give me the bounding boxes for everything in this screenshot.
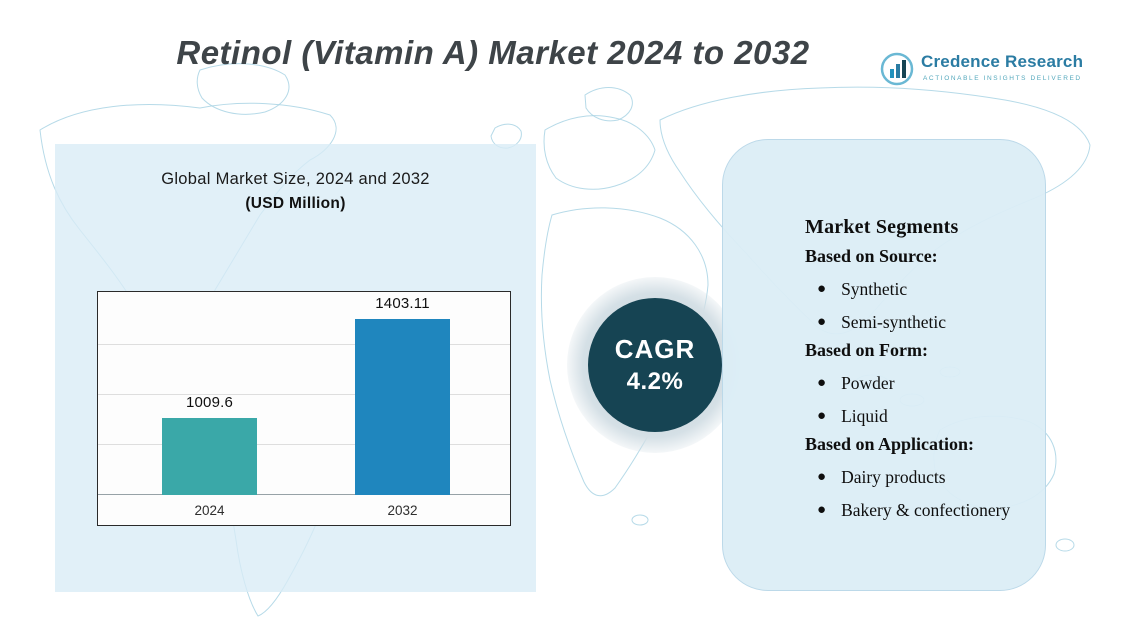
chart-title: Global Market Size, 2024 and 2032 [161, 170, 430, 188]
bullet-icon: ● [817, 408, 827, 424]
bullet-icon: ● [817, 281, 827, 297]
bullet-icon: ● [817, 502, 827, 518]
page-title: Retinol (Vitamin A) Market 2024 to 2032 [176, 34, 810, 71]
bar-category-label: 2032 [387, 503, 418, 518]
bullet-icon: ● [817, 314, 827, 330]
cagr-value: 4.2% [626, 368, 684, 395]
bullet-icon: ● [817, 375, 827, 391]
segment-item-label: Dairy products [841, 467, 946, 487]
bar-chart: 1009.6 1403.11 2024 2032 [97, 291, 511, 526]
brand-logo: Credence Research Actionable Insights De… [880, 52, 1083, 86]
bullet-icon: ● [817, 469, 827, 485]
bar-value-label: 1009.6 [185, 394, 234, 411]
cagr-label: CAGR [614, 334, 696, 364]
segment-item-label: Liquid [841, 406, 888, 426]
segment-group-heading: Based on Application: [805, 434, 975, 454]
segment-item-label: Synthetic [841, 279, 908, 299]
segment-item-label: Powder [841, 373, 895, 393]
cagr-badge: CAGR 4.2% [588, 298, 722, 432]
bar-2024: 1009.6 [162, 394, 257, 495]
segment-item: ● Dairy products [805, 467, 1035, 488]
segment-item: ● Liquid [805, 406, 1035, 427]
gridline [98, 344, 510, 345]
brand-name: Credence Research [921, 52, 1084, 71]
bar-chart-logo-icon [880, 52, 914, 86]
segment-item: ● Powder [805, 373, 1035, 394]
segment-item: ● Semi-synthetic [805, 312, 1035, 333]
segment-group-heading: Based on Source: [805, 246, 938, 266]
segments-panel: Market Segments Based on Source: ● Synth… [722, 139, 1046, 591]
gridline [98, 394, 510, 395]
brand-tagline: Actionable Insights Delivered [923, 75, 1082, 82]
bar-2032: 1403.11 [355, 295, 450, 495]
bar-value-label: 1403.11 [375, 295, 430, 312]
chart-subtitle: (USD Million) [245, 195, 346, 212]
brand-text: Credence Research Actionable Insights De… [921, 52, 1083, 82]
x-axis-line [98, 494, 510, 495]
segment-group-heading: Based on Form: [805, 340, 928, 360]
gridline [98, 444, 510, 445]
segment-item-label: Semi-synthetic [841, 312, 947, 332]
plot-area: 1009.6 1403.11 [98, 295, 510, 495]
segment-item-label: Bakery & confectionery [841, 500, 1011, 520]
segment-item: ● Synthetic [805, 279, 1035, 300]
bar-category-label: 2024 [194, 503, 225, 518]
segments-title: Market Segments [805, 216, 959, 238]
segment-item: ● Bakery & confectionery [805, 500, 1035, 521]
